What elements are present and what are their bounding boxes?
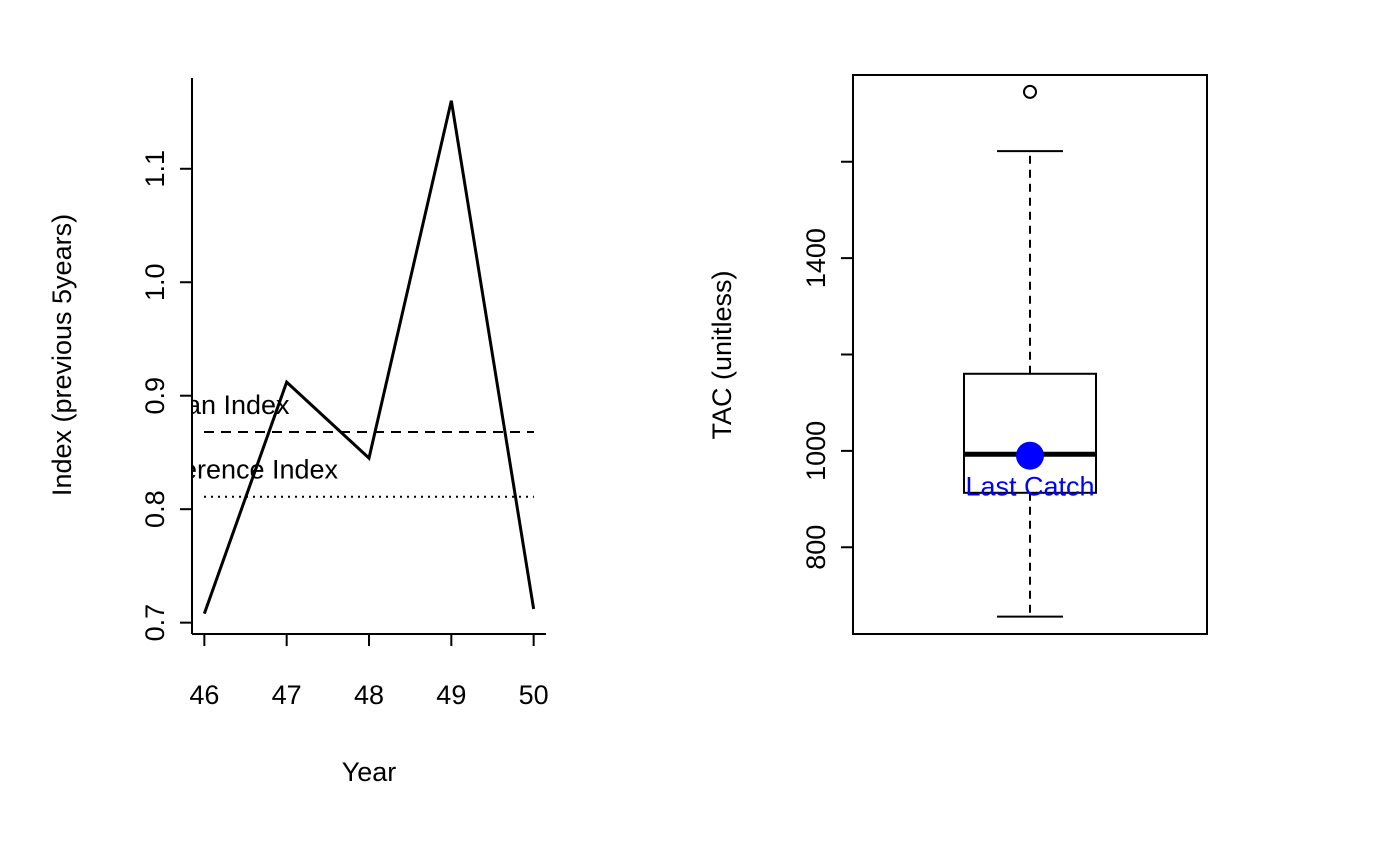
index-y-tick-label: 1.1	[140, 150, 170, 188]
index-x-tick-label: 46	[189, 680, 219, 710]
index-series	[202, 100, 536, 615]
index-panel: 46 47 48 49 50 0.7 0.8 0.9 1.0 1.1 Mean IndexRef…	[47, 78, 549, 787]
index-y-tick-label: 0.8	[140, 490, 170, 528]
tac-panel: 800 1000 1400 Last Catch TAC (unitless)	[707, 74, 1208, 635]
last-catch-label: Last Catch	[965, 472, 1094, 502]
index-x-ticks: 46 47 48 49 50	[189, 634, 549, 710]
index-y-tick-label: 0.9	[140, 377, 170, 415]
tac-y-tick-label: 1400	[801, 228, 831, 288]
index-x-axis-label: Year	[342, 757, 397, 787]
reference-line-label: Reference Index	[140, 455, 339, 485]
tac-boxplot	[963, 84, 1097, 618]
index-x-tick-label: 49	[436, 680, 466, 710]
index-y-ticks: 0.7 0.8 0.9 1.0 1.1	[140, 150, 192, 641]
tac-y-tick-label: 1000	[801, 421, 831, 481]
last-catch-marker-group: Last Catch	[965, 441, 1095, 502]
tac-y-ticks: 800 1000 1400	[801, 160, 853, 570]
index-y-tick-label: 1.0	[140, 263, 170, 301]
index-x-tick-label: 47	[272, 680, 302, 710]
interquartile-box	[963, 372, 1097, 494]
tac-y-axis-label: TAC (unitless)	[707, 270, 737, 439]
index-series-line	[202, 100, 536, 615]
index-y-axis-label: Index (previous 5years)	[47, 214, 77, 496]
index-y-tick-label: 0.7	[140, 604, 170, 642]
last-catch-point	[1016, 441, 1044, 470]
index-x-tick-label: 50	[519, 680, 549, 710]
index-x-tick-label: 48	[354, 680, 384, 710]
outlier-point	[1023, 84, 1037, 99]
tac-y-tick-label: 800	[801, 525, 831, 570]
